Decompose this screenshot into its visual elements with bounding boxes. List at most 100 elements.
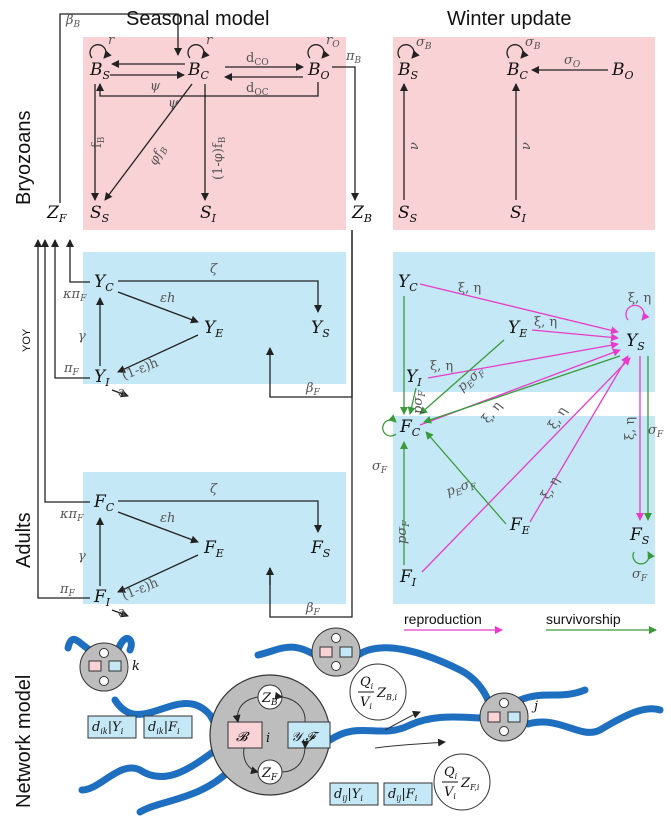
rate-sigma-f-side: σF [648, 423, 664, 440]
panel-bryozoan-winter [393, 37, 655, 230]
bryozoan-seasonal-nodes: BS BC BO SS SI ZF ZB [46, 60, 372, 225]
node-Ss: SS [90, 203, 110, 225]
node-Yi-w: YI [406, 367, 422, 389]
network-j-label: j [531, 699, 538, 714]
rate-eps-h-y: εh [160, 291, 175, 306]
node-Yi: YI [94, 367, 110, 389]
flow-q2-num: Qi [444, 765, 458, 781]
bryozoan-winter-nodes: BS BC BO SS SI [397, 60, 634, 225]
fish-winter-survivorship [382, 296, 655, 565]
node-Bo: BO [307, 60, 330, 82]
node-Si: SI [200, 203, 217, 225]
node-Yc: YC [94, 272, 114, 294]
node-Ye-w: YE [508, 318, 527, 340]
node-Ys: YS [311, 318, 330, 340]
legend-survivorship-label: survivorship [546, 611, 621, 627]
rate-kappa-pi-y: κπF [62, 287, 87, 304]
label-bryozoans: Bryozoans [13, 111, 35, 206]
box-dik-f: dik|Fi [148, 720, 180, 736]
node-Fe-w: FE [509, 515, 530, 537]
node-Fs-w: FS [629, 525, 650, 547]
flow-q1-den: Vi [360, 695, 372, 711]
box-dik-y: dik|Yi [92, 720, 124, 736]
yoy-seasonal-nodes: YC YE YS YI [94, 272, 330, 389]
rate-d-oc: dOC [246, 81, 269, 98]
rate-nu-1: ν [407, 142, 422, 150]
node-Ys-w: YS [626, 331, 645, 353]
node-Bs: BS [89, 60, 111, 82]
node-Bo-w: BO [611, 60, 634, 82]
river-network [64, 635, 664, 816]
rate-zeta-f: ζ [210, 482, 218, 497]
panel-yoy-seasonal [83, 252, 346, 384]
flow-q1-num: Qi [360, 675, 374, 691]
rate-xi-eta-1: ξ, η [458, 281, 481, 296]
rate-beta-f-y: βF [305, 381, 321, 398]
header-seasonal: Seasonal model [126, 8, 269, 30]
rate-psi-top: ψ [150, 79, 161, 94]
svg-text:ZB: ZB [261, 691, 278, 708]
network-node-k: k [79, 642, 140, 692]
svg-text:ZF: ZF [261, 766, 278, 783]
rate-d-co: dCO [246, 51, 269, 68]
rate-a-y: a [118, 385, 126, 400]
panel-adult-seasonal [83, 472, 346, 604]
flow-q2-z: ZF,i [460, 776, 480, 792]
label-yoy: YOY [21, 328, 33, 352]
network-B-script: 𝓑 [236, 730, 250, 745]
rate-psi-bottom: ψ [168, 96, 179, 111]
flow-q1-z: ZB,i [376, 686, 397, 702]
rate-zeta-y: ζ [210, 262, 218, 277]
rate-sigma-b-2: σB [525, 35, 541, 52]
panel-fish-winter-bottom [393, 416, 655, 604]
legend: reproduction survivorship [404, 611, 657, 634]
network-flow-terms: Qi Vi ZB,i Qi Vi ZF,i [349, 663, 491, 811]
network-YF-script: 𝒴,𝓕 [291, 730, 319, 745]
rate-eps-h-f: εh [160, 511, 175, 526]
panel-fish-winter-top [393, 252, 655, 392]
node-Fc: FC [93, 492, 115, 514]
rate-kappa-pi-f: κπF [59, 507, 84, 524]
rate-p-sigma-1: pσF [411, 390, 428, 414]
node-Zb: ZB [351, 203, 372, 225]
node-Fi: FI [93, 587, 111, 609]
bryozoan-seasonal-arrows [59, 13, 359, 203]
flow-q2-den: Vi [444, 785, 456, 801]
network-i-label: i [266, 731, 270, 746]
node-Fs: FS [310, 538, 331, 560]
rate-a-f: a [118, 605, 126, 620]
rate-gamma-f: γ [78, 549, 86, 564]
network-node-j: j [311, 627, 538, 742]
rate-phi-f-b: φfB [146, 142, 171, 168]
rate-r-bc: r [206, 33, 213, 48]
box-dij-y: dij|Yi [334, 787, 363, 803]
rate-nu-2: ν [519, 142, 534, 150]
rate-xi-eta-loop: ξ, η [628, 291, 651, 306]
bryozoan-winter-arrows [397, 44, 608, 200]
node-Bc-w: BC [506, 60, 529, 82]
rate-one-minus-phi-f-b: (1-φ)fB [211, 136, 228, 180]
rate-pi-f-f: πF [59, 582, 76, 599]
rate-f-b: fB [90, 136, 107, 148]
fish-winter-nodes: YC YE YS YI FC FE FS FI [398, 272, 650, 589]
rate-pi-b: πB [345, 49, 362, 66]
rate-pi-f-y: πF [63, 361, 80, 378]
adult-seasonal-arrows [34, 230, 353, 618]
fish-winter-reproduction [419, 283, 650, 573]
bryozoan-winter-rates: σB σB σO ν ν [407, 35, 581, 150]
header-winter: Winter update [447, 8, 572, 30]
label-network: Network model [13, 675, 35, 808]
node-Bc: BC [187, 60, 210, 82]
label-adults: Adults [13, 512, 35, 568]
rate-xi-eta-2: ξ, η [534, 315, 557, 330]
node-Zf: ZF [46, 203, 67, 225]
rate-sigma-o: σO [564, 53, 581, 70]
network-node-i: ZB ZF 𝓑 𝒴,𝓕 i [209, 674, 331, 796]
rate-sigma-f-loop-fc: σF [372, 459, 388, 476]
panel-bryozoan-seasonal [83, 37, 346, 230]
adult-seasonal-nodes: FC FE FS FI [93, 492, 331, 609]
legend-reproduction-label: reproduction [404, 611, 482, 627]
node-Fc-w: FC [399, 417, 421, 439]
rate-r-bo: rO [326, 33, 340, 50]
rate-p-sigma-2: pσF [395, 520, 412, 544]
